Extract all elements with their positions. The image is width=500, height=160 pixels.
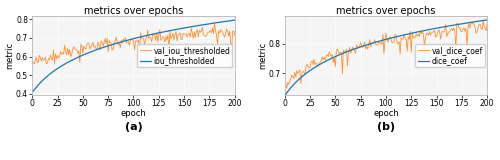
iou_thresholded xyxy=(222,20,228,22)
Text: (b): (b) xyxy=(377,122,395,132)
iou_thresholded xyxy=(68,60,73,62)
val_dice_coef xyxy=(321,56,327,58)
val_iou_thresholded xyxy=(42,56,48,58)
iou_thresholded xyxy=(214,22,220,24)
X-axis label: epoch: epoch xyxy=(120,109,146,118)
Y-axis label: metric: metric xyxy=(6,42,15,69)
val_iou_thresholded xyxy=(224,28,230,30)
val_dice_coef xyxy=(292,71,298,73)
Y-axis label: metric: metric xyxy=(258,42,267,69)
Line: iou_thresholded: iou_thresholded xyxy=(33,20,235,91)
dice_coef xyxy=(474,20,480,22)
iou_thresholded xyxy=(84,52,90,54)
val_dice_coef xyxy=(284,87,290,89)
Title: metrics over epochs: metrics over epochs xyxy=(336,6,436,16)
Text: (a): (a) xyxy=(124,122,142,132)
Title: metrics over epochs: metrics over epochs xyxy=(84,6,183,16)
iou_thresholded xyxy=(30,90,36,92)
dice_coef xyxy=(336,54,342,56)
dice_coef xyxy=(282,93,288,95)
Legend: val_dice_coef, dice_coef: val_dice_coef, dice_coef xyxy=(416,44,485,68)
dice_coef xyxy=(291,83,297,85)
val_iou_thresholded xyxy=(212,23,218,24)
val_iou_thresholded xyxy=(38,60,44,62)
val_iou_thresholded xyxy=(30,61,36,63)
iou_thresholded xyxy=(232,19,238,21)
dice_coef xyxy=(320,62,326,64)
dice_coef xyxy=(484,19,490,21)
val_dice_coef xyxy=(282,83,288,85)
val_iou_thresholded xyxy=(232,34,238,36)
dice_coef xyxy=(467,22,473,24)
val_dice_coef xyxy=(484,22,490,24)
val_dice_coef xyxy=(338,52,344,53)
val_iou_thresholded xyxy=(44,63,50,65)
Legend: val_iou_thresholded, iou_thresholded: val_iou_thresholded, iou_thresholded xyxy=(138,44,232,68)
iou_thresholded xyxy=(38,81,44,83)
Line: val_iou_thresholded: val_iou_thresholded xyxy=(33,24,235,64)
dice_coef xyxy=(295,79,301,81)
Line: val_dice_coef: val_dice_coef xyxy=(286,21,487,88)
val_iou_thresholded xyxy=(68,53,74,55)
val_dice_coef xyxy=(480,20,486,22)
X-axis label: epoch: epoch xyxy=(373,109,399,118)
val_dice_coef xyxy=(468,23,474,24)
val_dice_coef xyxy=(296,71,302,73)
Line: dice_coef: dice_coef xyxy=(286,20,487,94)
val_iou_thresholded xyxy=(85,42,91,44)
val_iou_thresholded xyxy=(216,32,222,34)
iou_thresholded xyxy=(42,77,48,79)
val_dice_coef xyxy=(475,26,481,28)
